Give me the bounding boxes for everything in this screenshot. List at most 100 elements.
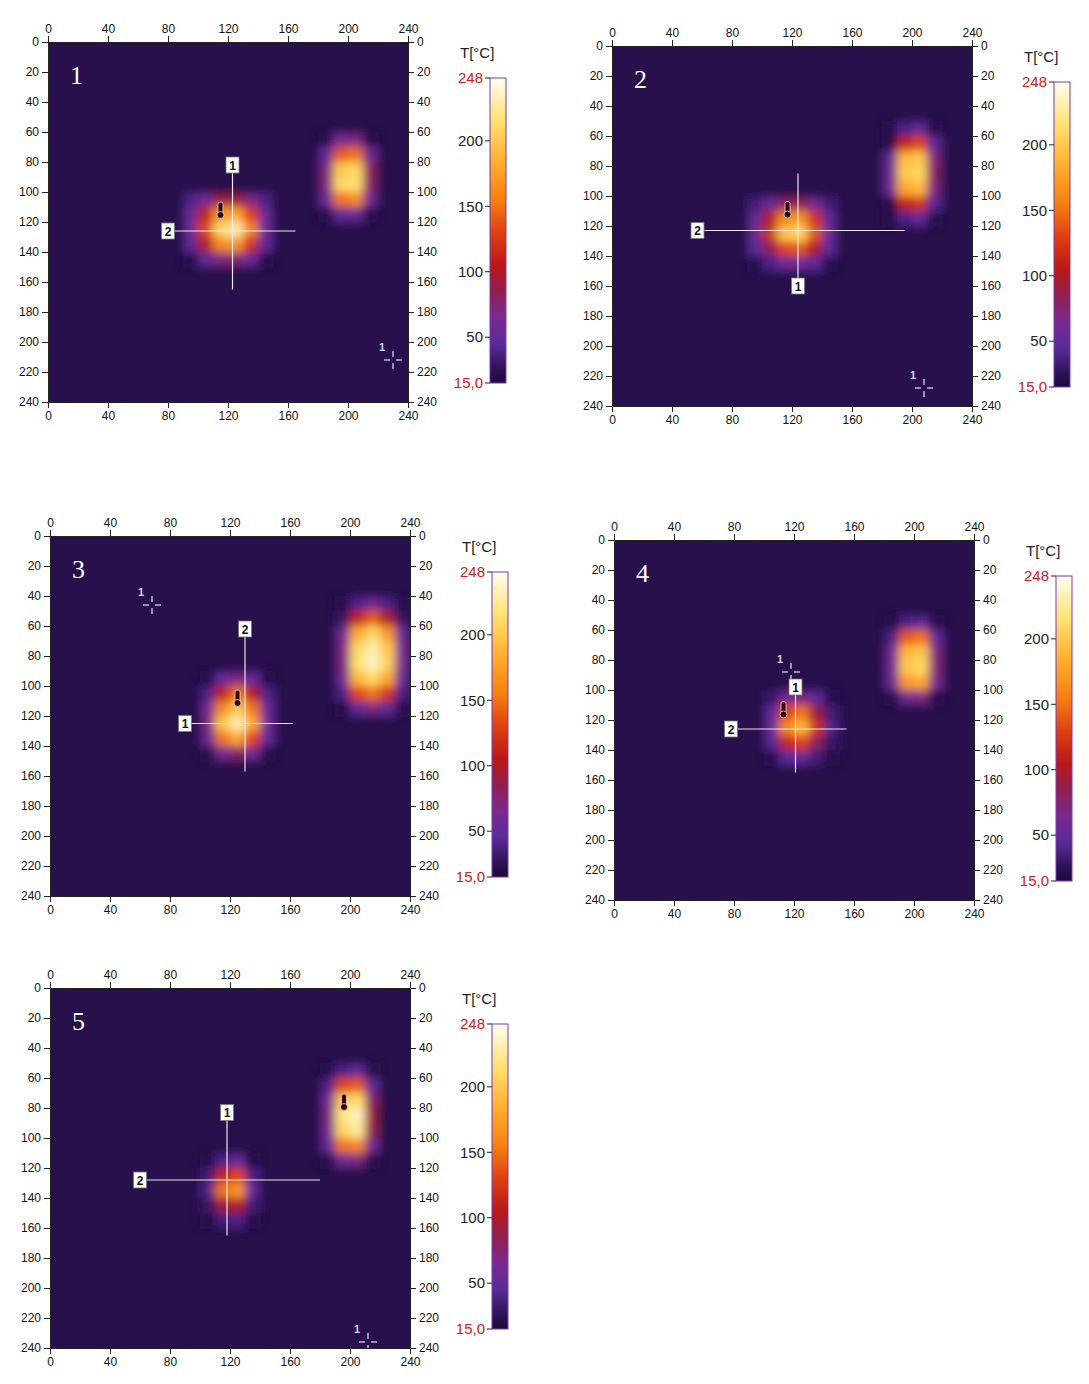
tick-label: 160 <box>280 968 300 982</box>
tick: 200 <box>974 833 1003 847</box>
tick-mark <box>410 866 416 867</box>
heat-cell <box>779 735 795 751</box>
tick-label: 120 <box>220 1355 240 1369</box>
tick-mark <box>410 1078 416 1079</box>
heat-cell <box>318 177 334 193</box>
cursor-line <box>185 723 293 724</box>
cursor-label-box <box>239 621 252 637</box>
tick-label: 240 <box>398 409 418 423</box>
heat-cell <box>230 1153 246 1169</box>
tick-mark <box>852 406 853 412</box>
heat-cell <box>777 226 793 242</box>
heat-cell <box>927 196 943 212</box>
tick: 240 <box>408 395 437 409</box>
tick: 40 <box>104 896 118 917</box>
tick: 0 <box>972 39 988 53</box>
tick-mark <box>44 536 50 537</box>
heat-cell <box>228 222 244 238</box>
tick-mark <box>230 982 231 988</box>
colorbar-ramp <box>492 1024 508 1329</box>
tick-label: 240 <box>21 889 41 903</box>
colorbar-tick <box>487 1217 492 1218</box>
tick-label: 40 <box>26 95 40 109</box>
tick-mark <box>612 406 613 412</box>
tick: 200 <box>972 339 1001 353</box>
tick-mark <box>974 660 980 661</box>
min-marker-arm <box>396 359 402 360</box>
cursor-line <box>232 165 233 290</box>
heat-cell <box>884 660 900 676</box>
tick-mark <box>732 40 733 46</box>
tick-mark <box>792 406 793 412</box>
tick: 200 <box>338 22 358 42</box>
heat-cell <box>792 226 808 242</box>
tick: 200 <box>902 26 922 46</box>
tick: 80 <box>726 406 740 427</box>
tick: 80 <box>26 155 48 169</box>
cursor-label-box <box>221 1105 234 1121</box>
tick: 160 <box>844 520 864 540</box>
tick: 120 <box>782 26 802 46</box>
tick: 0 <box>598 533 614 547</box>
axis-line <box>51 536 411 537</box>
panel: 1122040801201602002400408012016020024002… <box>583 26 1070 427</box>
tick-label: 200 <box>981 339 1001 353</box>
tick-mark <box>606 256 612 257</box>
tick-mark <box>42 102 48 103</box>
heat-cell <box>809 720 825 736</box>
heat-cell <box>335 1063 351 1079</box>
heat-cell <box>927 211 943 227</box>
heat-cell <box>215 1153 231 1169</box>
panel: 1124040801201602002400408012016020024002… <box>585 520 1072 921</box>
heat-cell <box>777 211 793 227</box>
min-marker-label: 1 <box>138 586 144 598</box>
colorbar-title: T[°C] <box>1026 542 1060 559</box>
heat-cell <box>762 211 778 227</box>
heat-cell <box>200 1153 216 1169</box>
tick-mark <box>794 900 795 906</box>
tick-label: 200 <box>338 409 358 423</box>
tick: 240 <box>964 520 984 540</box>
tick: 240 <box>400 896 420 917</box>
heat-cell <box>822 196 838 212</box>
tick-label: 240 <box>400 1355 420 1369</box>
colorbar-tick <box>1051 704 1056 705</box>
tick-mark <box>50 530 51 536</box>
tick-mark <box>108 36 109 42</box>
tick-mark <box>44 1108 50 1109</box>
heat-cell <box>258 252 274 268</box>
tick-mark <box>350 896 351 902</box>
heat-cell <box>777 256 793 272</box>
tick-label: 80 <box>26 155 40 169</box>
tick-label: 20 <box>28 559 42 573</box>
colorbar-tick <box>485 206 490 207</box>
tick: 200 <box>410 1281 439 1295</box>
tick-mark <box>44 1078 50 1079</box>
tick-mark <box>410 626 416 627</box>
heat-cell <box>245 1168 261 1184</box>
colorbar-tick <box>1049 341 1054 342</box>
tick-mark <box>42 192 48 193</box>
x-axis-bottom: 04080120160200240 <box>609 406 983 427</box>
tick: 140 <box>585 743 614 757</box>
tick-mark <box>44 866 50 867</box>
heat-cell <box>335 1078 351 1094</box>
max-marker-bulb <box>341 1104 348 1111</box>
cursor-label-box <box>226 157 239 173</box>
tick-label: 20 <box>417 65 431 79</box>
tick-label: 240 <box>585 893 605 907</box>
tick: 20 <box>26 65 48 79</box>
heat-cell <box>897 151 913 167</box>
tick-label: 200 <box>419 829 439 843</box>
tick-label: 0 <box>34 529 41 543</box>
cursor-label: 1 <box>789 679 802 695</box>
colorbar-tick <box>485 337 490 338</box>
plot-area <box>48 42 408 402</box>
tick-label: 200 <box>902 26 922 40</box>
heat-cell <box>318 132 334 148</box>
tick-label: 40 <box>981 99 995 113</box>
heat-cell <box>230 1168 246 1184</box>
tick: 140 <box>21 1191 50 1205</box>
tick: 0 <box>609 406 616 427</box>
tick-mark <box>288 402 289 408</box>
